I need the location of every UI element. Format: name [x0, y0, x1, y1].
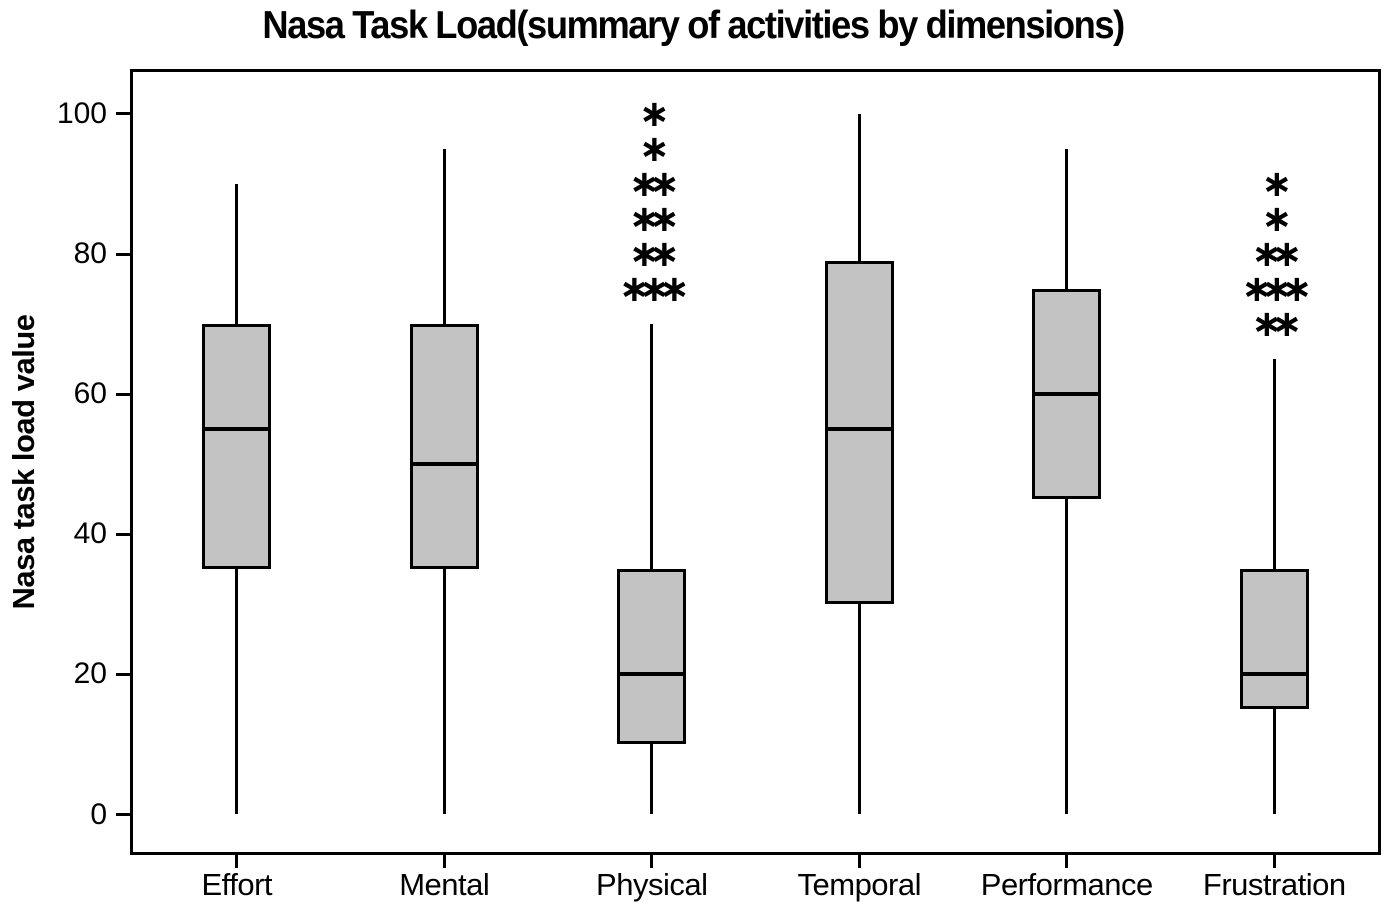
- upper-whisker-frustration: [1272, 359, 1276, 570]
- y-axis-tick-label: 100: [56, 96, 107, 130]
- outlier-marker-frustration: ∗: [1271, 303, 1303, 345]
- upper-whisker-physical: [650, 324, 654, 570]
- median-line-performance: [1032, 392, 1102, 397]
- lower-whisker-temporal: [857, 604, 861, 815]
- lower-whisker-performance: [1065, 499, 1069, 815]
- x-axis-tick: [1272, 852, 1276, 868]
- upper-whisker-performance: [1065, 148, 1069, 290]
- median-line-effort: [202, 427, 272, 432]
- outlier-marker-physical: ∗: [648, 163, 680, 204]
- outlier-marker-physical: ∗: [648, 198, 680, 240]
- outlier-marker-physical: ∗: [638, 127, 670, 169]
- box-physical: [617, 569, 687, 745]
- median-line-physical: [617, 672, 687, 677]
- median-line-frustration: [1239, 672, 1309, 677]
- y-axis-title-wrap: Nasa task load value: [6, 315, 42, 610]
- outlier-marker-physical: ∗: [628, 163, 660, 204]
- outlier-marker-physical: ∗: [628, 233, 660, 275]
- box-effort: [202, 324, 272, 570]
- outlier-marker-physical: ∗: [638, 268, 670, 310]
- y-axis-tick: [116, 532, 130, 536]
- x-axis-tick: [857, 852, 861, 868]
- plot-area: 0 20 40 60 80 100 Effort Mental Physical ∗ ∗ ∗ ∗ ∗ ∗ ∗ ∗…: [57, 69, 1381, 902]
- outlier-marker-frustration: ∗: [1271, 233, 1303, 275]
- y-axis-tick-label: 0: [90, 797, 107, 831]
- upper-whisker-effort: [235, 184, 239, 325]
- lower-whisker-frustration: [1272, 709, 1276, 815]
- lower-whisker-physical: [650, 744, 654, 815]
- x-axis-tick-label-physical: Physical: [596, 867, 708, 902]
- y-axis-tick: [116, 813, 130, 816]
- y-axis-tick: [116, 112, 130, 116]
- y-axis-tick: [116, 672, 130, 676]
- y-axis-tick-label: 20: [73, 657, 107, 691]
- lower-whisker-mental: [442, 569, 446, 815]
- lower-whisker-effort: [235, 569, 239, 815]
- x-axis-tick-label-performance: Performance: [980, 867, 1153, 902]
- box-mental: [409, 324, 479, 570]
- chart-title-row: Nasa Task Load(summary of activities by …: [0, 4, 1386, 48]
- y-axis-tick-label: 40: [73, 517, 107, 551]
- outlier-marker-physical: ∗: [648, 233, 680, 275]
- x-axis-tick-label-effort: Effort: [201, 867, 273, 902]
- box-frustration: [1239, 569, 1309, 710]
- outlier-marker-physical: ∗: [628, 198, 660, 240]
- outlier-marker-frustration: ∗: [1261, 268, 1293, 310]
- outlier-marker-frustration: ∗: [1251, 233, 1283, 275]
- x-axis-tick-label-frustration: Frustration: [1202, 867, 1346, 902]
- y-axis-tick: [116, 252, 130, 256]
- outlier-marker-physical: ∗: [618, 268, 650, 310]
- median-line-temporal: [824, 427, 894, 432]
- chart-title: Nasa Task Load(summary of activities by …: [262, 4, 1125, 47]
- x-axis-tick: [235, 852, 239, 868]
- x-axis-tick-label-mental: Mental: [399, 867, 490, 902]
- outlier-marker-physical: ∗: [658, 268, 690, 310]
- outlier-marker-frustration: ∗: [1281, 268, 1313, 310]
- y-axis-tick-label: 60: [73, 377, 107, 411]
- x-axis-tick: [650, 852, 654, 868]
- x-axis-tick-label-temporal: Temporal: [797, 867, 922, 902]
- outlier-marker-frustration: ∗: [1241, 268, 1273, 310]
- outlier-marker-frustration: ∗: [1251, 303, 1283, 345]
- y-axis-title: Nasa task load value: [6, 314, 41, 610]
- median-line-mental: [409, 462, 479, 467]
- outlier-marker-frustration: ∗: [1261, 198, 1293, 240]
- x-axis-tick: [442, 852, 446, 868]
- upper-whisker-mental: [442, 148, 446, 325]
- upper-whisker-temporal: [857, 113, 861, 262]
- y-axis-tick-label: 80: [73, 237, 107, 271]
- box-temporal: [824, 261, 894, 605]
- y-axis-tick: [116, 392, 130, 396]
- x-axis-tick: [1065, 852, 1069, 868]
- outlier-marker-physical: ∗: [638, 92, 670, 134]
- outlier-marker-frustration: ∗: [1261, 163, 1293, 204]
